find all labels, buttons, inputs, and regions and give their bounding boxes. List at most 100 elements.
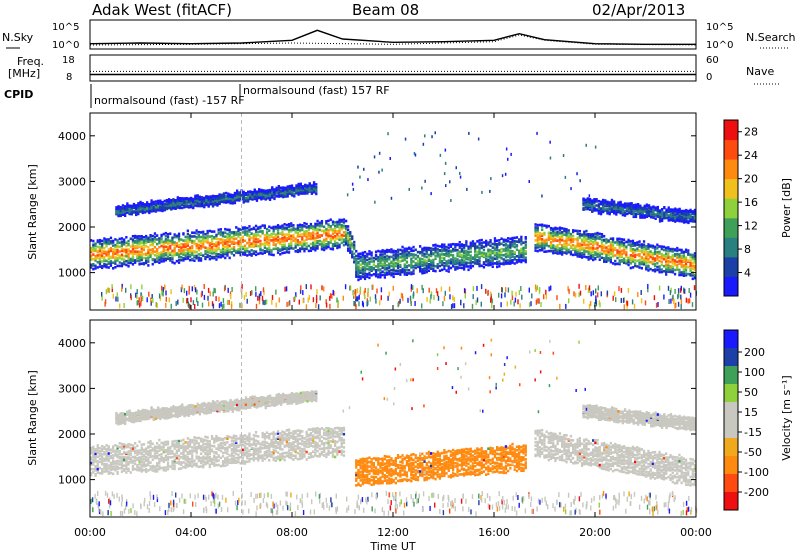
power-echo-cell-576 — [215, 241, 218, 244]
power-echo-cell-1235 — [363, 277, 367, 281]
power-echo-cell-3440 — [284, 190, 287, 193]
power-echo-cell-3226 — [236, 198, 239, 202]
power-echo-cell-2575 — [671, 250, 674, 253]
power-echo-cell-3337 — [260, 188, 263, 192]
power-echo-cell-366 — [169, 251, 172, 255]
power-nearrange-cell-159 — [410, 301, 412, 306]
power-echo-cell-3827 — [634, 205, 638, 209]
freq-panel: Freq. [MHz] 18 8 60 0 Nave — [8, 54, 780, 85]
power-echo-cell-1794 — [487, 241, 490, 244]
power-nearrange-cell-89 — [146, 297, 148, 303]
power-nearrange-cell-148 — [568, 288, 570, 294]
power-echo-cell-1218 — [359, 267, 362, 270]
power-echo-cell-3719 — [610, 198, 614, 202]
power-echo-cell-829 — [274, 247, 277, 251]
power-echo-cell-3753 — [619, 210, 622, 213]
power-echo-cell-2204 — [587, 243, 590, 246]
power-echo-cell-2611 — [680, 254, 683, 258]
power-echo-cell-2898 — [165, 204, 169, 207]
power-echo-cell-971 — [305, 238, 308, 241]
power-nearrange-cell-348 — [437, 295, 440, 301]
power-echo-cell-762 — [257, 233, 260, 237]
power-echo-cell-1981 — [536, 228, 539, 232]
power-echo-cell-1598 — [445, 269, 448, 272]
power-echo-cell-2542 — [665, 252, 668, 255]
power-echo-cell-3762 — [621, 213, 624, 217]
power-echo-cell-2105 — [565, 241, 568, 245]
velocity-echo-cell-212 — [136, 466, 139, 469]
power-echo-cell-855 — [279, 232, 282, 235]
power-echo-cell-1937 — [520, 251, 523, 255]
power-echo-cell-2119 — [567, 229, 570, 232]
power-echo-cell-3575 — [312, 183, 316, 186]
power-echo-cell-3831 — [637, 211, 640, 215]
power-echo-cell-445 — [186, 241, 189, 244]
power-echo-cell-1561 — [436, 263, 439, 266]
power-echo-cell-1021 — [316, 231, 319, 235]
power-echo-cell-1896 — [509, 240, 512, 244]
power-echo-cell-2738 — [128, 204, 131, 207]
power-echo-cell-1822 — [493, 242, 497, 246]
power-echo-cell-2941 — [174, 201, 177, 204]
power-echo-cell-798 — [265, 233, 269, 236]
power-echo-cell-1644 — [454, 245, 457, 248]
power-echo-cell-2012 — [543, 224, 546, 227]
power-nearrange-cell-230 — [323, 286, 325, 292]
power-echo-cell-1016 — [316, 245, 319, 248]
power-echo-cell-2017 — [545, 238, 548, 242]
power-nearrange-cell-169 — [422, 288, 424, 294]
power-echo-cell-869 — [281, 224, 284, 227]
power-echo-cell-63 — [103, 257, 106, 261]
power-echo-cell-2375 — [627, 263, 630, 267]
power-echo-cell-333 — [162, 254, 165, 258]
velocity-echo-cell-23 — [94, 466, 97, 469]
power-echo-cell-464 — [191, 249, 194, 253]
power-echo-cell-1260 — [368, 262, 371, 266]
power-echo-cell-391 — [175, 259, 178, 263]
power-echo-cell-3677 — [602, 203, 605, 206]
power-nearrange-cell-100 — [305, 304, 308, 310]
nave-label: Nave — [746, 65, 774, 78]
power-echo-cell-3907 — [652, 208, 655, 211]
power-echo-cell-3938 — [661, 217, 664, 220]
power-echo-cell-24 — [94, 249, 97, 253]
power-echo-cell-3119 — [211, 196, 215, 200]
power-echo-cell-1068 — [327, 232, 330, 235]
power-echo-cell-1912 — [513, 251, 516, 254]
power-echo-cell-3843 — [639, 208, 642, 212]
power-echo-cell-1975 — [536, 243, 539, 246]
power-echo-cell-318 — [158, 241, 161, 245]
power-echo-cell-1370 — [392, 257, 395, 260]
power-echo-cell-1539 — [430, 247, 433, 250]
power-echo-cell-1892 — [509, 249, 512, 253]
power-sparse-cell-14 — [414, 153, 417, 157]
power-echo-cell-3608 — [586, 206, 589, 210]
power-nearrange-cell-61 — [321, 285, 323, 291]
power-nearrange-cell-176 — [355, 304, 357, 310]
power-echo-cell-364 — [169, 257, 172, 260]
power-echo-cell-3506 — [297, 182, 300, 186]
power-echo-cell-132 — [118, 264, 121, 268]
velocity-echo-cell-4 — [90, 461, 93, 465]
power-echo-cell-1297 — [377, 255, 380, 259]
power-echo-cell-2963 — [178, 199, 182, 202]
power-nearrange-cell-222 — [141, 296, 144, 301]
power-echo-cell-779 — [261, 232, 264, 235]
velocity-echo-cell-211 — [136, 468, 139, 472]
power-echo-cell-350 — [164, 234, 167, 238]
power-echo-cell-2480 — [651, 262, 654, 266]
power-echo-cell-2033 — [549, 236, 553, 239]
power-echo-cell-522 — [204, 249, 207, 253]
power-echo-cell-1959 — [524, 240, 527, 244]
power-nearrange-cell-413 — [588, 285, 591, 291]
power-echo-cell-640 — [228, 233, 231, 237]
power-echo-cell-3173 — [222, 192, 226, 195]
power-nearrange-cell-386 — [585, 285, 587, 290]
power-echo-cell-126 — [116, 251, 119, 254]
power-echo-cell-2015 — [545, 242, 548, 245]
power-echo-cell-2088 — [561, 234, 564, 238]
power-echo-cell-2953 — [176, 199, 179, 202]
velocity-echo-cell-249 — [142, 448, 146, 452]
power-nearrange-cell-390 — [487, 289, 489, 295]
velocity-echo-cell-0 — [90, 473, 93, 477]
